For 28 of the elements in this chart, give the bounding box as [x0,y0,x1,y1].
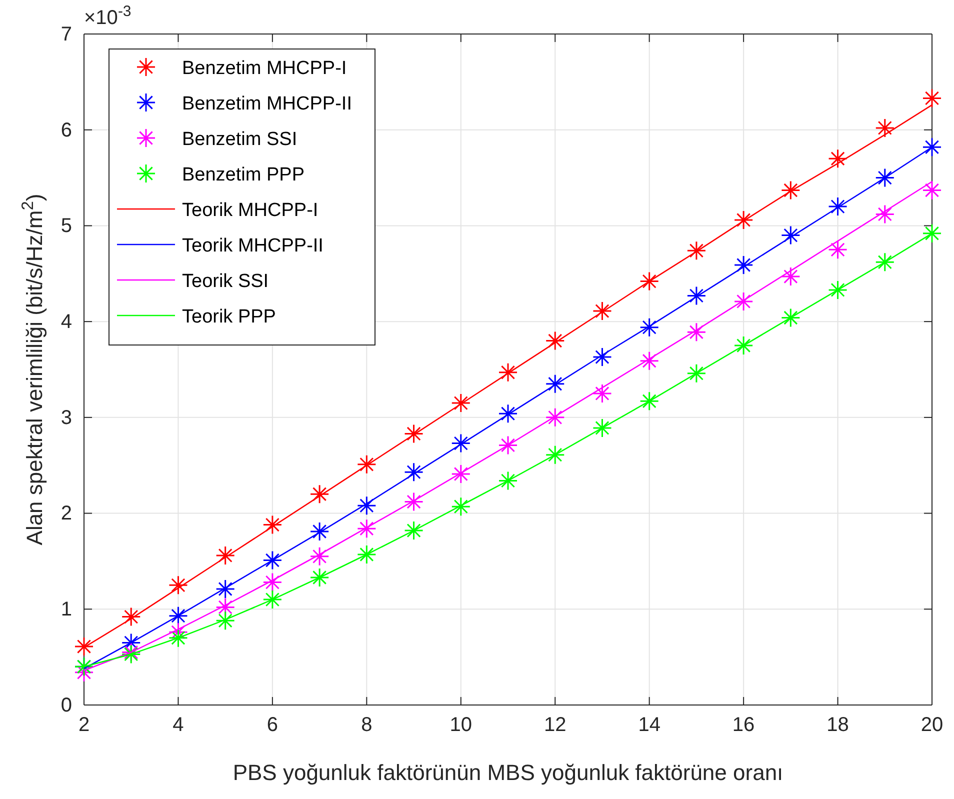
legend-label: Teorik SSI [182,271,269,292]
x-tick-label: 6 [266,714,278,736]
x-axis-title: PBS yoğunluk faktörünün MBS yoğunluk faktörüne oranı [232,760,784,785]
text: ×10$^{-3}$ [84,2,132,29]
y-tick-label: 6 [60,119,72,142]
y-tick-label: 3 [60,406,72,429]
legend-label: Benzetim SSI [182,129,298,150]
legend-label: Teorik MHCPP-I [182,200,318,221]
legend-label: Teorik PPP [182,306,276,328]
x-tick-label: 18 [826,714,849,736]
y-tick-label: 1 [60,598,72,621]
x-tick-label: 4 [172,714,184,736]
legend-label: Teorik MHCPP-II [182,236,324,256]
x-tick-label: 12 [544,714,566,736]
y-tick-label: 7 [60,23,72,46]
legend-label: Benzetim MHCPP-II [182,94,352,114]
legend-label: Benzetim PPP [182,164,304,186]
x-tick-label: 20 [920,714,944,736]
y-tick-label: 5 [60,215,72,238]
x-tick-label: 2 [78,714,90,736]
x-tick-label: 8 [361,714,372,736]
y-tick-label: 4 [60,310,72,333]
y-tick-label: 0 [60,694,72,716]
x-tick-label: 16 [732,714,755,736]
x-tick-label: 10 [450,714,472,736]
y-tick-label: 2 [60,502,72,525]
x-tick-label: 14 [638,714,660,736]
legend-label: Benzetim MHCPP-I [182,58,347,79]
